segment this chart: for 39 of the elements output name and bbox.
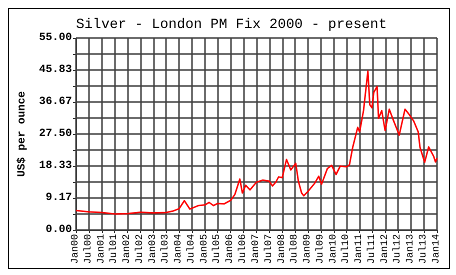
x-tick-label: Jul06 [237,234,250,264]
x-tick-label: Jan06 [225,234,236,264]
x-tick-label: Jul08 [288,234,301,264]
x-tick-label: Jul12 [392,234,404,264]
line-series [75,70,438,215]
x-tick-label: Jan01 [96,234,108,264]
x-tick-label: Jan08 [276,234,288,264]
x-tick-label: Jul03 [160,234,172,264]
x-tick-label: Jan13 [406,234,417,264]
x-tick-label: Jan03 [148,234,159,264]
x-tick-label: Jul02 [134,234,146,264]
chart-title: Silver - London PM Fix 2000 - present [76,17,387,33]
x-tick-label: Jan11 [354,234,366,264]
y-tick-label: 18.33 [38,160,72,172]
x-tick-label: Jul07 [262,234,275,264]
x-tick-label: Jul09 [314,234,326,264]
x-tick-label: Jan00 [70,234,82,264]
x-tick-label: Jul10 [340,234,352,264]
x-tick-label: Jul13 [418,234,430,264]
x-tick-label: Jan07 [251,234,262,264]
x-tick-label: Jan02 [122,234,134,264]
y-tick-label: 27.50 [38,128,72,140]
y-tick-label: 55.00 [38,32,72,44]
y-tick-label: 45.83 [38,64,72,76]
x-tick-label: Jan05 [199,234,210,264]
x-tick-label: Jul05 [211,234,224,264]
y-tick-label: 0.00 [46,224,72,236]
x-tick-label: Jan09 [302,234,314,264]
x-tick-label: Jul11 [366,234,378,264]
x-tick-label: Jul04 [185,234,198,264]
x-tick-label: Jul00 [82,234,94,264]
y-tick-label: 36.67 [38,96,72,108]
x-tick-label: Jul01 [108,234,120,264]
x-tick-label: Jan10 [328,234,340,264]
x-tick-label: Jan12 [380,234,391,264]
y-tick-label: 9.17 [46,192,72,204]
x-tick-label: Jan04 [174,234,185,264]
x-tick-label: Jan14 [432,234,442,264]
y-axis-title: US$ per ounce [16,90,28,177]
